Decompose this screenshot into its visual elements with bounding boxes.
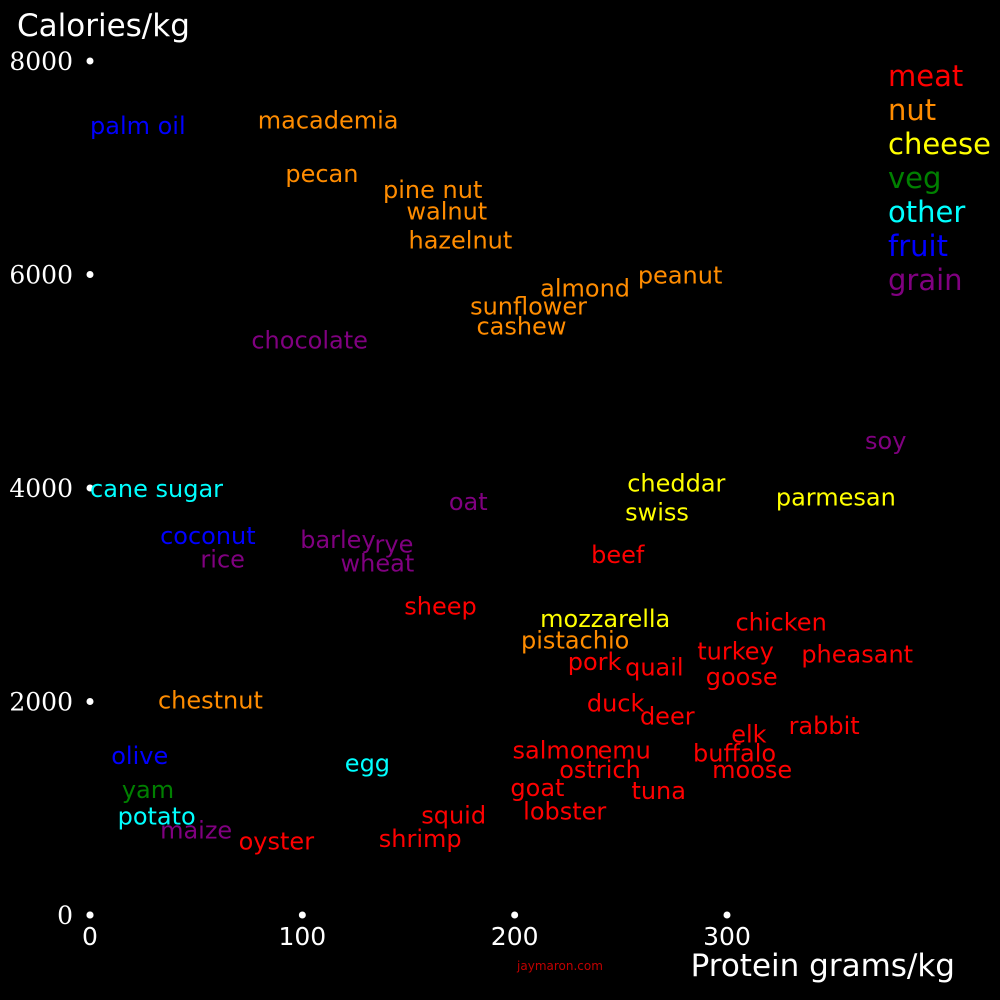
x-tick-dot bbox=[723, 911, 731, 919]
x-tick-dot bbox=[298, 911, 306, 919]
x-tick-label: 300 bbox=[703, 922, 751, 951]
data-label-cashew: cashew bbox=[476, 313, 566, 341]
data-label-swiss: swiss bbox=[625, 498, 689, 526]
data-label-egg: egg bbox=[345, 749, 390, 777]
legend-item-other: other bbox=[888, 195, 965, 229]
data-label-deer: deer bbox=[640, 702, 695, 730]
y-tick-label: 2000 bbox=[9, 688, 73, 717]
data-label-mozzarella: mozzarella bbox=[540, 605, 670, 633]
data-label-lobster: lobster bbox=[523, 797, 606, 825]
data-label-cane-sugar: cane sugar bbox=[90, 475, 223, 503]
x-tick-dot bbox=[86, 911, 94, 919]
data-label-pheasant: pheasant bbox=[801, 640, 913, 668]
data-label-barley: barley bbox=[300, 526, 375, 554]
legend-item-fruit: fruit bbox=[888, 229, 948, 263]
data-label-pistachio: pistachio bbox=[521, 627, 629, 655]
y-tick-dot bbox=[86, 698, 94, 705]
x-tick-label: 200 bbox=[491, 922, 539, 951]
data-label-wheat: wheat bbox=[341, 550, 415, 578]
data-label-rice: rice bbox=[200, 545, 245, 573]
x-axis-title: Protein grams/kg bbox=[691, 948, 955, 984]
data-label-almond: almond bbox=[540, 274, 630, 302]
data-label-oat: oat bbox=[449, 488, 488, 516]
data-label-sunflower: sunflower bbox=[470, 292, 587, 320]
data-label-goat: goat bbox=[510, 774, 564, 802]
data-label-parmesan: parmesan bbox=[776, 484, 896, 512]
data-label-soy: soy bbox=[865, 427, 906, 455]
legend-item-meat: meat bbox=[888, 59, 963, 93]
data-label-rabbit: rabbit bbox=[789, 712, 860, 740]
data-label-chocolate: chocolate bbox=[251, 327, 368, 355]
data-labels: palm oil macademia pecan pine nutwalnuthaze… bbox=[90, 107, 913, 856]
data-label-rye: rye bbox=[375, 531, 414, 559]
data-label-hazelnut: hazelnut bbox=[409, 226, 513, 254]
y-tick-dot bbox=[86, 57, 94, 65]
data-label-peanut: peanut bbox=[638, 262, 723, 290]
data-label-cheddar: cheddar bbox=[627, 470, 725, 498]
x-tick-label: 0 bbox=[82, 922, 98, 951]
y-tick-label: 0 bbox=[57, 901, 73, 930]
legend-item-grain: grain bbox=[888, 263, 963, 297]
x-tick-label: 100 bbox=[278, 922, 326, 951]
data-label-sheep: sheep bbox=[404, 592, 476, 620]
data-label-salmon: salmon bbox=[513, 737, 600, 765]
data-label-goose: goose bbox=[706, 663, 778, 691]
y-tick-label: 4000 bbox=[9, 474, 73, 503]
data-label-pecan: pecan bbox=[285, 160, 358, 188]
data-label-coconut: coconut bbox=[160, 522, 256, 550]
data-label-oyster: oyster bbox=[239, 827, 315, 855]
y-tick-dot bbox=[86, 484, 94, 492]
legend-item-nut: nut bbox=[888, 93, 936, 127]
data-label-emu: emu bbox=[597, 737, 650, 765]
data-label-shrimp: shrimp bbox=[379, 825, 462, 853]
y-tick-dot bbox=[86, 271, 94, 278]
data-label-turkey: turkey bbox=[697, 637, 774, 665]
data-label-palm-oil: palm oil bbox=[90, 112, 186, 140]
y-tick-label: 6000 bbox=[9, 261, 73, 290]
data-label-potato: potato bbox=[118, 803, 196, 831]
data-label-buffalo: buffalo bbox=[693, 740, 776, 768]
data-label-moose: moose bbox=[712, 756, 792, 784]
credit-text: jaymaron.com bbox=[516, 959, 603, 973]
data-label-chicken: chicken bbox=[735, 608, 826, 636]
data-label-ostrich: ostrich bbox=[559, 756, 641, 784]
legend-item-cheese: cheese bbox=[888, 127, 991, 161]
y-axis-title: Calories/kg bbox=[17, 8, 190, 44]
data-label-macademia: macademia bbox=[258, 107, 399, 135]
data-label-duck: duck bbox=[587, 690, 645, 718]
y-tick-label: 8000 bbox=[9, 47, 73, 76]
data-label-walnut: walnut bbox=[406, 197, 487, 225]
x-tick-dot bbox=[511, 911, 519, 919]
data-label-tuna: tuna bbox=[631, 777, 686, 805]
data-label-pine-nut: pine nut bbox=[383, 176, 482, 204]
data-label-pork: pork bbox=[568, 648, 622, 676]
data-label-maize: maize bbox=[160, 817, 232, 845]
data-label-quail: quail bbox=[625, 653, 684, 681]
data-label-squid: squid bbox=[421, 802, 486, 830]
data-label-yam: yam bbox=[122, 776, 174, 804]
legend-item-veg: veg bbox=[888, 161, 941, 195]
data-label-olive: olive bbox=[111, 742, 168, 770]
data-label-elk: elk bbox=[731, 721, 766, 749]
data-label-beef: beef bbox=[591, 541, 645, 569]
axis-ticks: 0 2000 4000 6000 8000 0 100 200 300 bbox=[9, 47, 750, 951]
data-label-chestnut: chestnut bbox=[158, 686, 263, 714]
